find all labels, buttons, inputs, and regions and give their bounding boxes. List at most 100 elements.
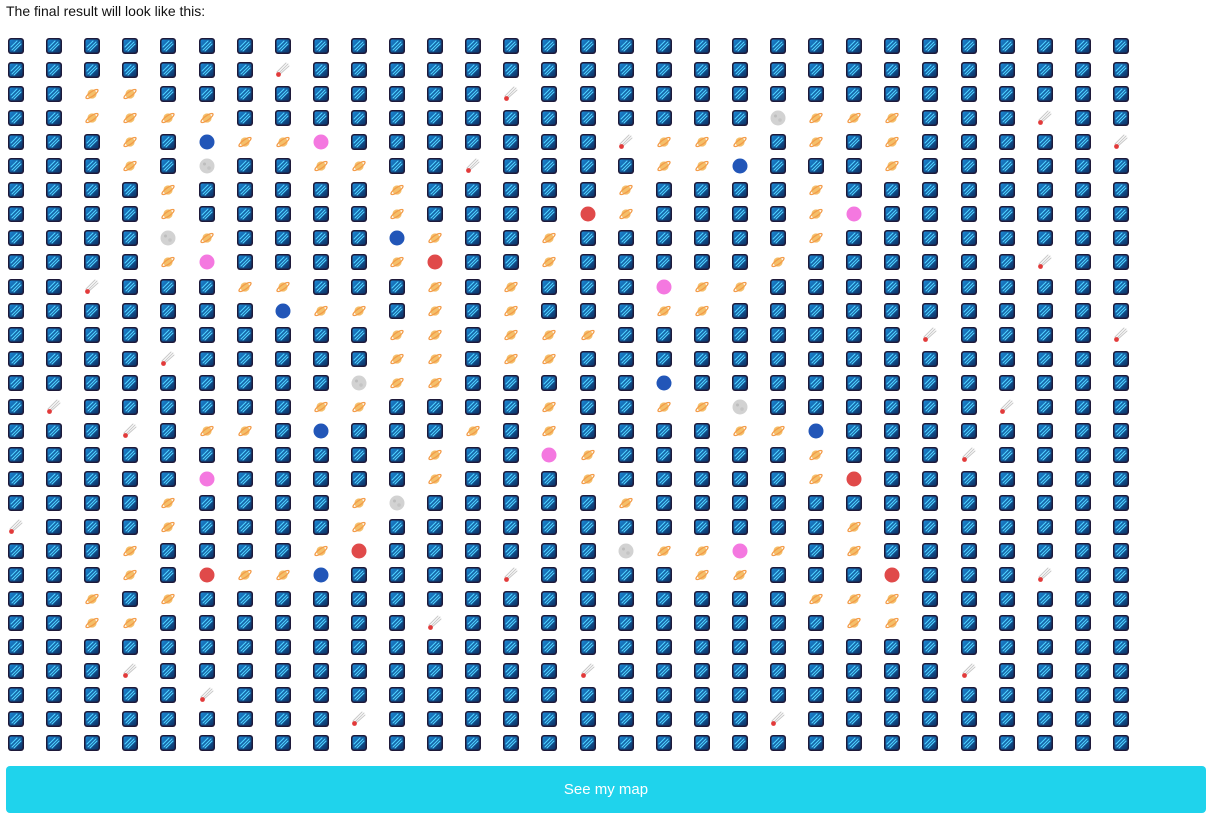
space-tile <box>846 447 862 463</box>
ringed-planet-icon <box>199 110 215 126</box>
space-tile <box>580 735 596 751</box>
moon-icon <box>618 543 634 559</box>
ringed-planet-icon <box>122 158 138 174</box>
space-tile <box>618 639 634 655</box>
space-tile <box>884 327 900 343</box>
space-tile <box>199 38 215 54</box>
space-tile <box>694 687 710 703</box>
space-tile <box>122 38 138 54</box>
see-my-map-button[interactable]: See my map <box>6 766 1206 813</box>
space-tile <box>1037 447 1053 463</box>
space-tile <box>84 663 100 679</box>
space-tile <box>770 519 786 535</box>
space-tile <box>884 543 900 559</box>
space-tile <box>1037 279 1053 295</box>
space-tile <box>770 567 786 583</box>
space-tile <box>618 423 634 439</box>
space-tile <box>580 279 596 295</box>
space-tile <box>84 471 100 487</box>
space-tile <box>732 182 748 198</box>
space-tile <box>1113 735 1129 751</box>
space-tile <box>237 543 253 559</box>
space-tile <box>389 567 405 583</box>
space-tile <box>122 399 138 415</box>
space-tile <box>846 639 862 655</box>
comet-icon <box>770 711 786 727</box>
space-tile <box>884 230 900 246</box>
space-tile <box>237 158 253 174</box>
space-tile <box>1113 639 1129 655</box>
space-tile <box>46 182 62 198</box>
space-tile <box>846 62 862 78</box>
space-tile <box>1075 567 1091 583</box>
ringed-planet-icon <box>427 327 443 343</box>
space-tile <box>1113 495 1129 511</box>
space-tile <box>846 303 862 319</box>
space-tile <box>160 399 176 415</box>
space-tile <box>541 279 557 295</box>
space-tile <box>84 206 100 222</box>
space-tile <box>1075 639 1091 655</box>
space-tile <box>580 303 596 319</box>
space-tile <box>732 663 748 679</box>
space-tile <box>884 639 900 655</box>
ringed-planet-icon <box>846 591 862 607</box>
comet-icon <box>46 399 62 415</box>
space-tile <box>808 663 824 679</box>
space-tile <box>618 615 634 631</box>
space-tile <box>237 375 253 391</box>
space-tile <box>884 711 900 727</box>
space-tile <box>389 639 405 655</box>
space-tile <box>465 663 481 679</box>
space-tile <box>999 519 1015 535</box>
space-tile <box>618 230 634 246</box>
space-tile <box>884 687 900 703</box>
pink-planet-icon <box>199 471 215 487</box>
space-tile <box>770 447 786 463</box>
space-tile <box>656 182 672 198</box>
space-tile <box>351 86 367 102</box>
space-tile <box>465 230 481 246</box>
space-tile <box>732 735 748 751</box>
blue-planet-icon <box>199 134 215 150</box>
space-tile <box>541 206 557 222</box>
space-tile <box>503 110 519 126</box>
ringed-planet-icon <box>427 230 443 246</box>
space-tile <box>961 230 977 246</box>
space-tile <box>1113 543 1129 559</box>
space-tile <box>465 615 481 631</box>
space-tile <box>808 519 824 535</box>
space-tile <box>770 206 786 222</box>
ringed-planet-icon <box>427 447 443 463</box>
space-tile <box>237 639 253 655</box>
space-tile <box>961 254 977 270</box>
space-tile <box>275 447 291 463</box>
ringed-planet-icon <box>808 447 824 463</box>
space-tile <box>846 230 862 246</box>
comet-icon <box>961 447 977 463</box>
comet-icon <box>1037 110 1053 126</box>
space-tile <box>1113 351 1129 367</box>
space-tile <box>275 711 291 727</box>
space-tile <box>160 711 176 727</box>
ringed-planet-icon <box>313 303 329 319</box>
space-tile <box>313 711 329 727</box>
space-tile <box>313 591 329 607</box>
space-tile <box>427 711 443 727</box>
space-tile <box>999 447 1015 463</box>
space-tile <box>389 423 405 439</box>
space-tile <box>618 62 634 78</box>
space-tile <box>846 375 862 391</box>
comet-icon <box>503 86 519 102</box>
space-tile <box>199 351 215 367</box>
moon-icon <box>199 158 215 174</box>
space-tile <box>46 134 62 150</box>
space-tile <box>1113 471 1129 487</box>
space-tile <box>999 375 1015 391</box>
space-tile <box>846 567 862 583</box>
red-planet-icon <box>427 254 443 270</box>
space-tile <box>46 735 62 751</box>
space-tile <box>199 279 215 295</box>
space-tile <box>770 687 786 703</box>
space-tile <box>770 327 786 343</box>
